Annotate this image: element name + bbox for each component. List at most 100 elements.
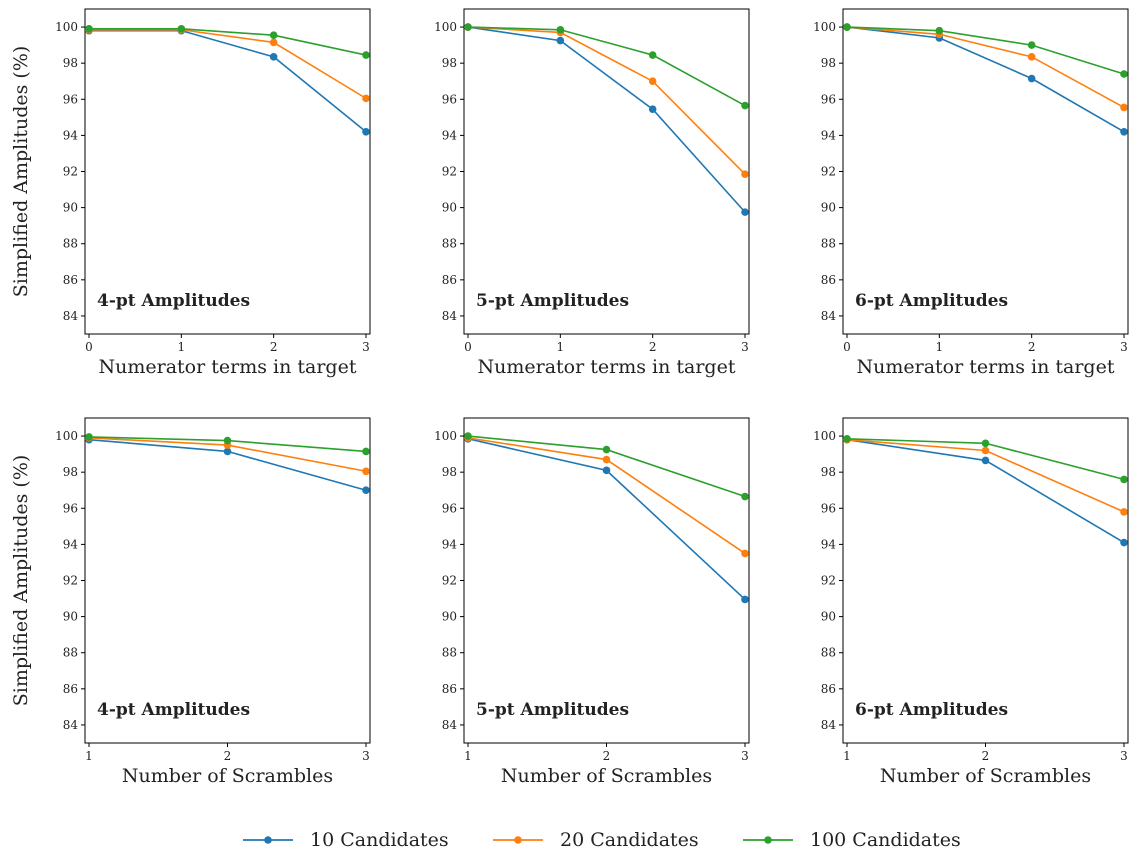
data-point bbox=[1027, 74, 1036, 83]
y-tick-label: 84 bbox=[63, 309, 79, 323]
data-point bbox=[269, 53, 278, 61]
y-tick-label: 88 bbox=[63, 646, 78, 660]
x-tick-label: 3 bbox=[741, 749, 749, 763]
x-axis-label: Numerator terms in target bbox=[857, 356, 1115, 378]
x-tick-label: 0 bbox=[843, 340, 851, 354]
data-point bbox=[843, 23, 851, 31]
legend: 10 Candidates 20 Candidates 100 Candidates bbox=[243, 829, 961, 851]
data-point bbox=[362, 94, 370, 103]
data-point bbox=[843, 434, 851, 443]
y-tick-label: 88 bbox=[63, 237, 78, 251]
data-point bbox=[1120, 70, 1128, 78]
data-point bbox=[177, 25, 186, 33]
data-point bbox=[602, 455, 611, 464]
data-point bbox=[1120, 508, 1128, 516]
data-point bbox=[741, 208, 749, 216]
y-tick-label: 84 bbox=[821, 718, 837, 732]
series-line-1 bbox=[846, 26, 1125, 133]
y-tick-label: 94 bbox=[821, 537, 837, 551]
y-tick-label: 100 bbox=[434, 20, 457, 34]
y-tick-label: 96 bbox=[442, 92, 457, 106]
panel-title: 4-pt Amplitudes bbox=[97, 291, 250, 311]
y-tick-label: 94 bbox=[63, 128, 79, 142]
y-axis-label: Simplified Amplitudes (%) bbox=[10, 46, 32, 298]
data-point bbox=[362, 127, 370, 136]
y-tick-label: 86 bbox=[442, 273, 457, 287]
y-tick-label: 88 bbox=[821, 237, 836, 251]
x-axis-label: Number of Scrambles bbox=[501, 765, 712, 787]
x-tick-label: 1 bbox=[464, 749, 472, 763]
y-tick-label: 88 bbox=[442, 646, 457, 660]
y-tick-label: 92 bbox=[63, 165, 78, 179]
x-tick-label: 2 bbox=[649, 340, 657, 354]
data-point bbox=[981, 439, 990, 448]
x-tick-label: 1 bbox=[557, 340, 565, 354]
x-tick-label: 0 bbox=[464, 340, 472, 354]
subplot-3: 84 86 88 90 92 94 96 98 100 0 1 2 3 Numerator terms i… bbox=[813, 8, 1129, 378]
y-tick-label: 96 bbox=[821, 501, 836, 515]
panel-title: 5-pt Amplitudes bbox=[476, 291, 629, 311]
data-point bbox=[648, 77, 657, 86]
y-tick-label: 92 bbox=[63, 574, 78, 588]
legend-marker bbox=[264, 836, 272, 844]
y-tick-label: 88 bbox=[821, 646, 836, 660]
y-tick-label: 98 bbox=[63, 465, 78, 479]
series-line-2 bbox=[846, 26, 1125, 109]
data-point bbox=[1120, 103, 1128, 112]
panel-title: 6-pt Amplitudes bbox=[855, 291, 1008, 311]
y-tick-label: 86 bbox=[63, 273, 78, 287]
y-tick-label: 90 bbox=[63, 610, 78, 624]
x-tick-label: 3 bbox=[1120, 340, 1128, 354]
data-point bbox=[1120, 127, 1128, 136]
data-point bbox=[269, 31, 278, 39]
x-tick-label: 1 bbox=[178, 340, 186, 354]
x-tick-label: 3 bbox=[362, 749, 370, 763]
series-line-3 bbox=[846, 26, 1125, 75]
y-tick-label: 90 bbox=[442, 201, 457, 215]
data-point bbox=[362, 467, 370, 476]
data-point bbox=[602, 445, 611, 454]
y-tick-label: 98 bbox=[821, 465, 836, 479]
y-tick-label: 84 bbox=[442, 309, 458, 323]
y-tick-label: 94 bbox=[442, 128, 458, 142]
data-point bbox=[981, 446, 990, 455]
x-axis-label: Numerator terms in target bbox=[99, 356, 357, 378]
x-tick-label: 2 bbox=[224, 749, 232, 763]
x-tick-label: 0 bbox=[85, 340, 93, 354]
plot-frame bbox=[84, 417, 371, 744]
data-point bbox=[741, 595, 749, 604]
subplot-1: 84 86 88 90 92 94 96 98 100 0 1 2 3 Numerator terms i… bbox=[10, 8, 371, 378]
data-point bbox=[981, 456, 990, 465]
x-tick-label: 2 bbox=[270, 340, 278, 354]
data-point bbox=[648, 105, 657, 114]
subplot-2: 84 86 88 90 92 94 96 98 100 0 1 2 3 Numerator terms i… bbox=[434, 8, 750, 378]
y-tick-label: 96 bbox=[821, 92, 836, 106]
data-point bbox=[85, 433, 93, 441]
series-line-1 bbox=[467, 26, 746, 213]
plot-frame bbox=[84, 8, 371, 335]
x-axis-label: Number of Scrambles bbox=[880, 765, 1091, 787]
data-point bbox=[741, 101, 749, 110]
data-point bbox=[362, 51, 370, 59]
y-tick-label: 100 bbox=[55, 20, 78, 34]
data-point bbox=[464, 432, 472, 440]
data-point bbox=[85, 25, 93, 33]
y-tick-label: 90 bbox=[442, 610, 457, 624]
y-tick-label: 86 bbox=[63, 682, 78, 696]
y-tick-label: 86 bbox=[821, 682, 836, 696]
data-point bbox=[223, 436, 232, 445]
series-line-2 bbox=[89, 28, 367, 100]
y-tick-label: 100 bbox=[813, 429, 836, 443]
panel-title: 4-pt Amplitudes bbox=[97, 700, 250, 720]
subplot-6: 84 86 88 90 92 94 96 98 100 1 2 3 Number of Scramble… bbox=[813, 417, 1129, 787]
subplot-5: 84 86 88 90 92 94 96 98 100 1 2 3 Number of Scramble… bbox=[434, 417, 750, 787]
x-tick-label: 2 bbox=[982, 749, 990, 763]
y-tick-label: 86 bbox=[821, 273, 836, 287]
y-tick-label: 88 bbox=[442, 237, 457, 251]
x-tick-label: 3 bbox=[362, 340, 370, 354]
y-tick-label: 100 bbox=[813, 20, 836, 34]
y-axis-label: Simplified Amplitudes (%) bbox=[10, 455, 32, 707]
plot-frame bbox=[842, 417, 1129, 744]
data-point bbox=[1120, 538, 1128, 547]
data-point bbox=[935, 26, 944, 35]
